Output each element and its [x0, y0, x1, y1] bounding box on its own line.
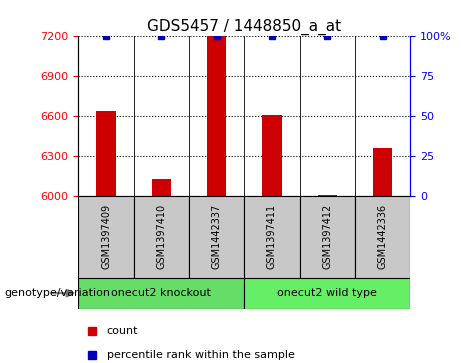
Bar [152, 179, 171, 196]
Text: onecut2 knockout: onecut2 knockout [112, 288, 211, 298]
Bar [96, 111, 116, 196]
Bar [300, 196, 355, 278]
Text: GSM1397412: GSM1397412 [322, 204, 332, 269]
Text: genotype/variation: genotype/variation [5, 288, 111, 298]
Bar [134, 196, 189, 278]
Bar [189, 196, 244, 278]
Bar [262, 115, 282, 196]
Text: percentile rank within the sample: percentile rank within the sample [106, 350, 295, 360]
Bar [207, 36, 226, 196]
Text: GSM1442336: GSM1442336 [378, 204, 388, 269]
Bar [244, 278, 410, 309]
Bar [318, 195, 337, 196]
Bar [373, 148, 392, 196]
Bar [355, 196, 410, 278]
Bar [78, 278, 244, 309]
Bar [78, 196, 134, 278]
Text: GSM1397409: GSM1397409 [101, 204, 111, 269]
Text: GSM1397410: GSM1397410 [156, 204, 166, 269]
Text: onecut2 wild type: onecut2 wild type [278, 288, 377, 298]
Text: GSM1442337: GSM1442337 [212, 204, 222, 269]
Bar [244, 196, 300, 278]
Text: count: count [106, 326, 138, 336]
Title: GDS5457 / 1448850_a_at: GDS5457 / 1448850_a_at [147, 19, 342, 35]
Text: GSM1397411: GSM1397411 [267, 204, 277, 269]
